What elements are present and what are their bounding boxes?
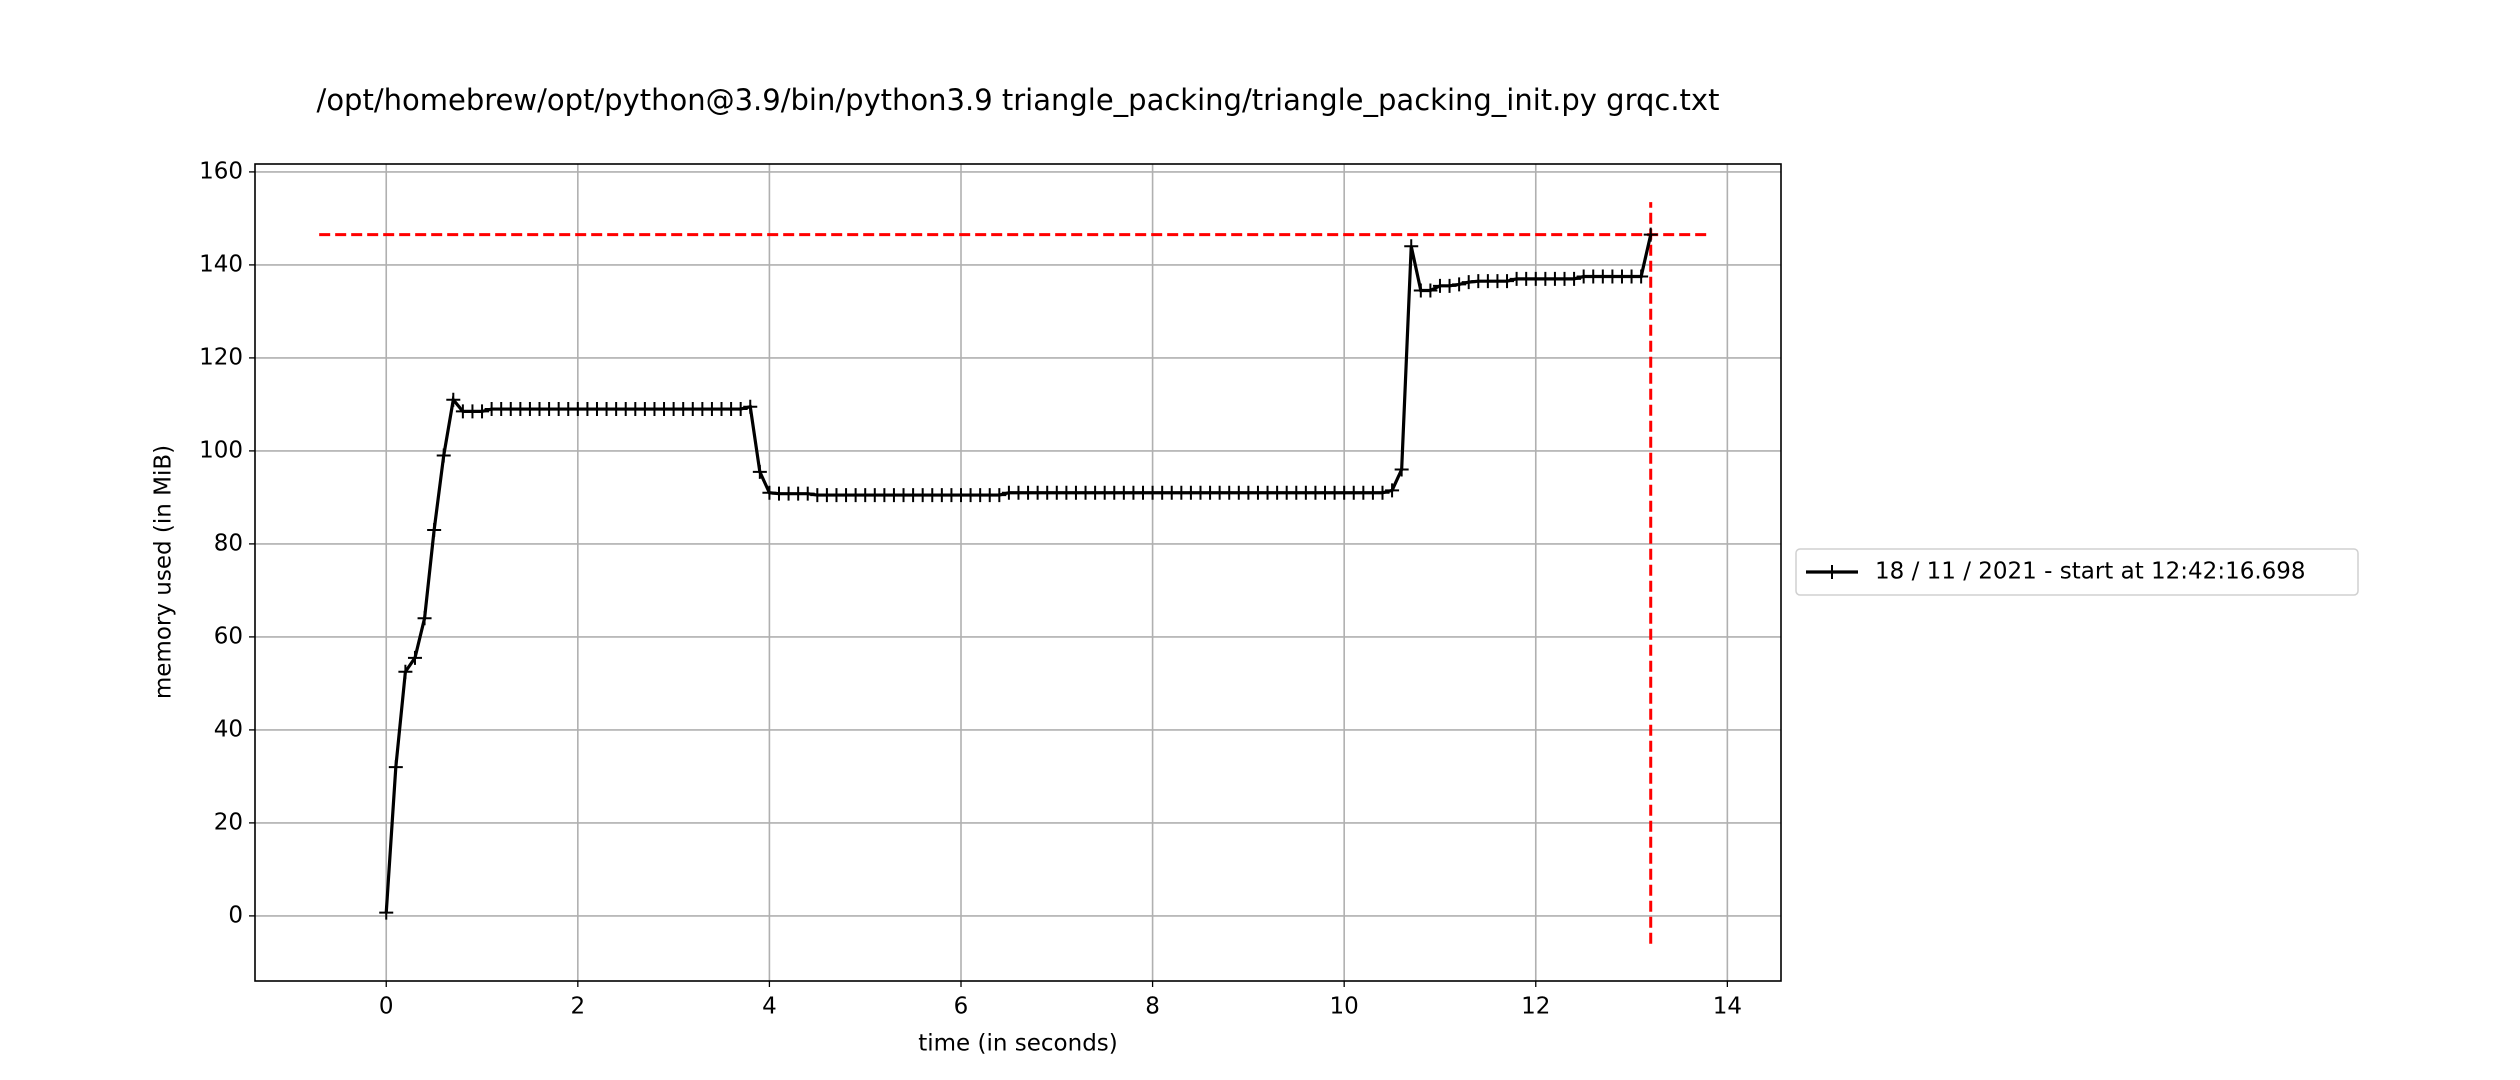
data-point (417, 611, 432, 626)
x-tick-label: 4 (762, 994, 777, 1020)
data-point (1567, 271, 1582, 286)
data-point (752, 464, 767, 479)
data-point (407, 650, 422, 665)
x-tick-label: 0 (379, 994, 394, 1020)
data-point (388, 760, 403, 775)
data-point (1634, 269, 1649, 284)
data-point (1442, 278, 1457, 293)
y-tick-label: 40 (214, 716, 243, 742)
x-axis-label: time (in seconds) (918, 1031, 1118, 1057)
data-point (475, 404, 490, 419)
data-point (427, 522, 442, 537)
data-point (1394, 462, 1409, 477)
y-axis-label: memory used (in MiB) (151, 445, 177, 699)
series-line (384, 234, 1653, 913)
data-point (1385, 483, 1400, 498)
data-point (743, 399, 758, 414)
y-tick-label: 80 (214, 530, 243, 556)
x-tick-label: 14 (1713, 994, 1742, 1020)
legend-box (1795, 548, 2359, 596)
data-point (436, 448, 451, 463)
y-tick-label: 140 (199, 251, 243, 277)
data-point (446, 392, 461, 407)
y-tick-label: 20 (214, 809, 243, 835)
x-tick-label: 6 (954, 994, 969, 1020)
data-point (1500, 274, 1515, 289)
legend-label: 18 / 11 / 2021 - start at 12:42:16.698 (1875, 559, 2306, 585)
x-tick-label: 8 (1145, 994, 1160, 1020)
y-tick-label: 60 (214, 623, 243, 649)
data-point (1423, 283, 1438, 298)
y-tick-label: 100 (199, 437, 243, 463)
x-tick-label: 2 (571, 994, 586, 1020)
chart-title: /opt/homebrew/opt/python@3.9/bin/python3… (317, 83, 1720, 117)
data-point (1375, 485, 1390, 500)
data-point (1452, 277, 1467, 292)
data-point (1643, 227, 1658, 242)
x-tick-label: 10 (1330, 994, 1359, 1020)
y-tick-label: 120 (199, 344, 243, 370)
data-point (1404, 239, 1419, 254)
data-point (379, 905, 394, 920)
y-tick-label: 0 (228, 902, 243, 928)
plot-frame (254, 163, 1782, 982)
data-point (398, 664, 413, 679)
x-tick-label: 12 (1521, 994, 1550, 1020)
data-point (800, 486, 815, 501)
legend-marker (1825, 565, 1839, 579)
y-tick-label: 160 (199, 158, 243, 184)
data-point (992, 488, 1007, 503)
data-point (733, 402, 748, 417)
